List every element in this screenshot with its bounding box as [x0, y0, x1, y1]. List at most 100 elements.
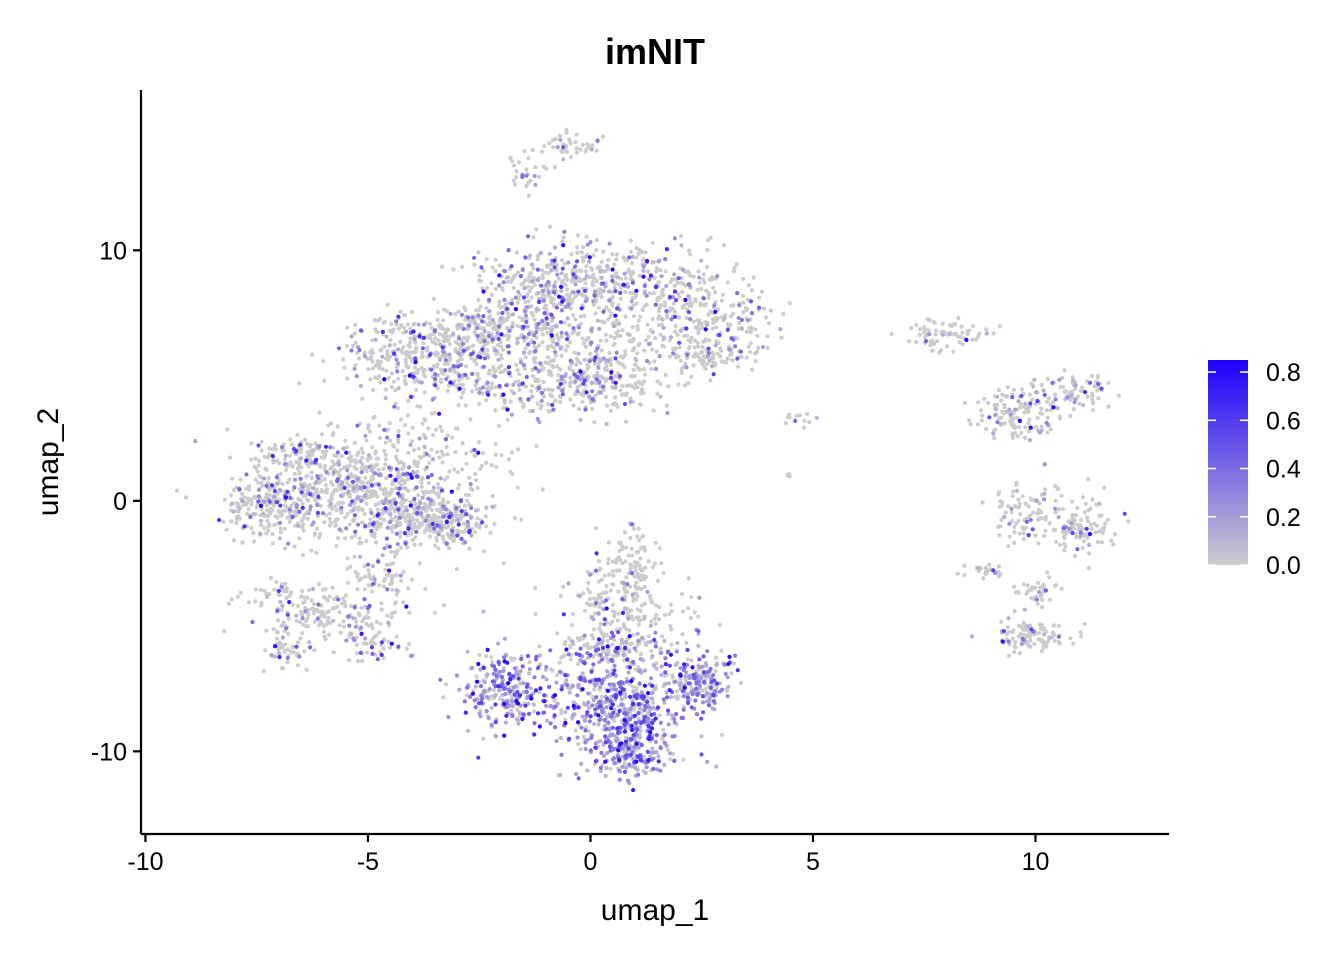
cell-point	[642, 584, 647, 590]
cell-point	[619, 697, 624, 702]
cell-point	[564, 331, 569, 336]
cell-point	[565, 344, 570, 349]
cell-point	[618, 296, 623, 301]
cell-point	[404, 646, 409, 651]
cell-point	[370, 359, 375, 364]
cell-point	[698, 303, 703, 308]
cell-point	[574, 245, 580, 250]
cell-point	[1086, 565, 1091, 571]
cell-point	[710, 274, 715, 280]
cell-point	[672, 309, 678, 314]
cell-point	[599, 375, 604, 380]
cell-point	[466, 523, 471, 529]
cell-point	[580, 714, 585, 719]
cell-point	[1091, 401, 1096, 406]
cell-point	[597, 264, 603, 269]
cell-point	[462, 503, 467, 508]
cell-point	[292, 477, 298, 482]
cell-point	[996, 388, 1002, 393]
cell-point	[661, 727, 666, 733]
cell-point	[429, 447, 434, 452]
cell-point	[582, 718, 588, 723]
cell-point	[327, 516, 332, 522]
cell-point	[297, 620, 302, 625]
cell-point	[394, 600, 399, 605]
cell-point	[534, 306, 539, 311]
cell-point	[396, 347, 401, 352]
cell-point	[662, 700, 667, 705]
cell-point	[930, 348, 935, 353]
cell-point	[1021, 633, 1026, 638]
cell-point	[1086, 508, 1091, 513]
cell-point	[428, 321, 433, 327]
cell-point	[556, 385, 562, 390]
cell-point	[970, 323, 976, 329]
cell-point	[324, 470, 329, 475]
cell-point	[558, 137, 563, 143]
cell-point	[604, 583, 609, 589]
cell-point	[1080, 495, 1086, 500]
cell-point	[600, 762, 606, 768]
cell-point	[396, 428, 401, 434]
cell-point	[285, 660, 290, 665]
cell-point	[372, 534, 377, 540]
cell-point	[675, 280, 681, 285]
cell-point	[1034, 498, 1039, 503]
cell-point	[597, 601, 602, 606]
cell-point	[259, 523, 264, 528]
cell-point	[371, 387, 376, 393]
cell-point	[383, 440, 388, 445]
cell-point	[423, 587, 428, 592]
cell-point	[605, 639, 610, 644]
cell-point	[490, 659, 495, 664]
cell-point	[331, 430, 336, 436]
cell-point	[446, 545, 451, 551]
cell-point	[583, 281, 588, 286]
cell-point	[1112, 532, 1118, 537]
cell-point	[573, 282, 578, 287]
cell-point	[533, 165, 538, 170]
cell-point	[593, 381, 598, 386]
cell-point	[381, 517, 386, 522]
cell-point	[1024, 591, 1029, 596]
cell-point	[669, 642, 674, 647]
cell-point	[610, 274, 615, 279]
cell-point	[381, 584, 387, 589]
cell-point	[735, 336, 740, 341]
cell-point	[1020, 494, 1025, 499]
cell-point	[453, 312, 458, 317]
cell-point	[342, 365, 347, 370]
cell-point	[527, 667, 533, 672]
cell-point	[270, 532, 275, 537]
cell-point	[463, 492, 469, 497]
cell-point	[459, 395, 464, 400]
cell-point	[401, 570, 406, 575]
cell-point	[517, 372, 522, 377]
cell-point	[280, 603, 285, 608]
cell-point	[577, 593, 582, 599]
cell-point	[513, 295, 518, 300]
cell-point	[976, 400, 981, 405]
cell-point	[419, 380, 424, 385]
cell-point	[439, 428, 445, 433]
cell-point	[582, 643, 587, 648]
cell-point	[266, 480, 271, 485]
cell-point	[284, 595, 289, 601]
cell-point	[315, 526, 320, 531]
cell-point	[515, 340, 520, 345]
cell-point	[1023, 404, 1028, 410]
cell-point	[1018, 632, 1023, 637]
cell-point	[365, 480, 370, 486]
cell-point	[635, 631, 640, 637]
cell-point	[238, 477, 243, 482]
cell-point	[317, 410, 322, 415]
cell-point	[353, 363, 358, 368]
cell-point	[231, 488, 236, 493]
cell-point	[1048, 402, 1053, 407]
cell-point	[654, 349, 659, 354]
cell-point	[634, 255, 639, 260]
cell-point	[298, 636, 303, 641]
cell-point	[610, 582, 615, 587]
cell-point	[530, 148, 535, 153]
